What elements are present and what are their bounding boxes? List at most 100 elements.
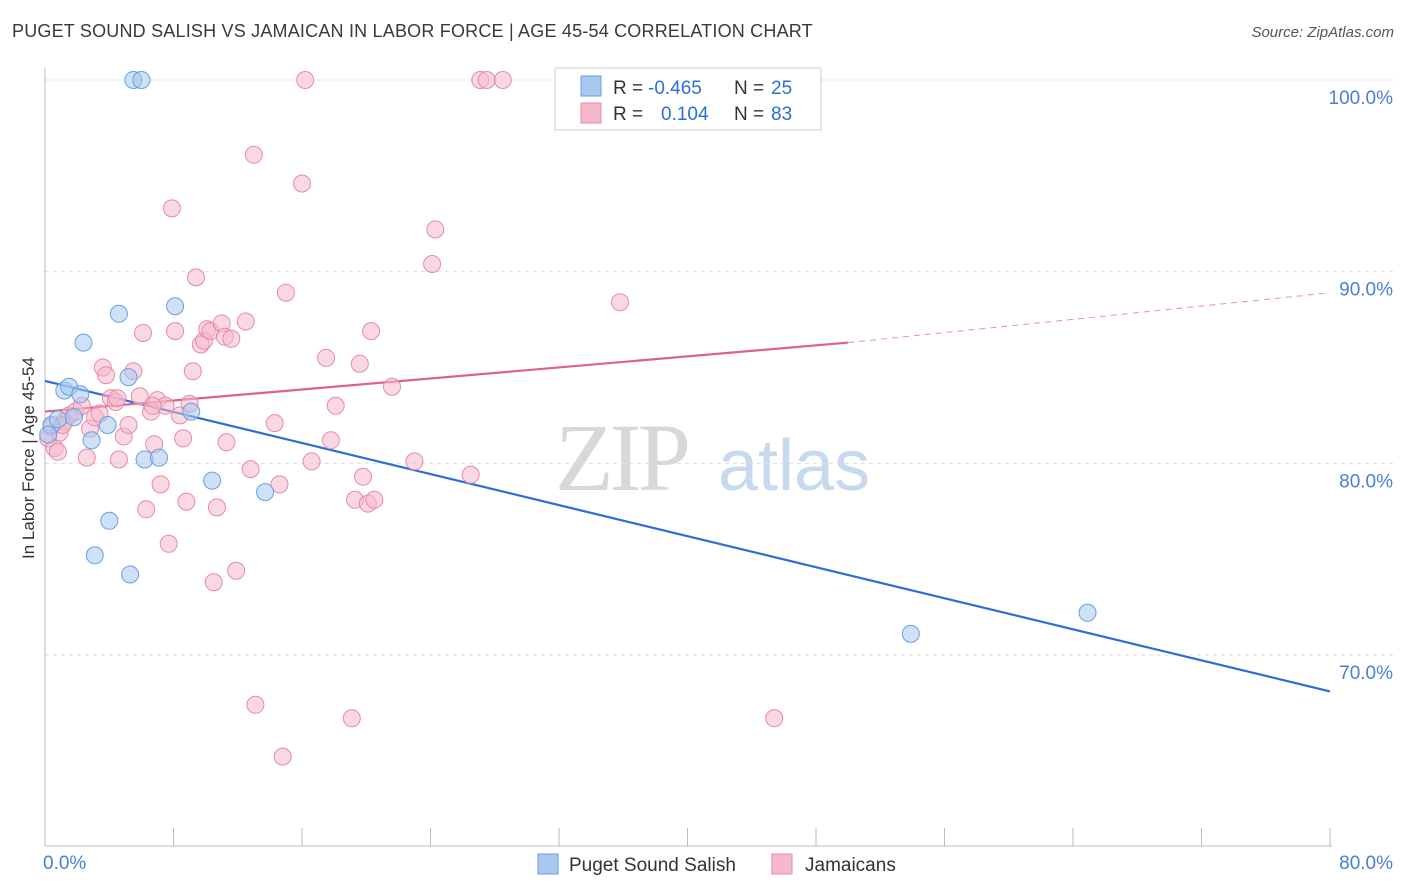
- legend-n-label-pink: N =: [734, 104, 764, 125]
- jamaicans-point: [765, 709, 784, 728]
- jamaicans-point: [493, 71, 512, 89]
- jamaicans-point: [383, 377, 401, 396]
- jamaicans-point: [97, 366, 115, 385]
- y-tick-label: 90.0%: [1339, 280, 1393, 301]
- jamaicans-point: [217, 433, 236, 452]
- legend-bottom-label-blue: Puget Sound Salish: [569, 855, 736, 876]
- jamaicans-point: [187, 268, 205, 287]
- jamaicans-point: [109, 450, 128, 469]
- jamaicans-point: [207, 498, 226, 517]
- legend-bottom-swatch-pink: [771, 853, 793, 875]
- trend-lines: [44, 292, 1331, 693]
- puget-sound-salish-point: [71, 385, 90, 404]
- puget-sound-salish-trend-line: [44, 379, 1331, 693]
- jamaicans-point: [183, 362, 202, 381]
- legend-n-value-pink: 83: [771, 104, 792, 125]
- correlation-legend: R = -0.465 N = 25 R = 0.104 N = 83: [554, 67, 822, 131]
- puget-sound-salish-point: [85, 546, 104, 565]
- jamaicans-point: [326, 396, 345, 415]
- jamaicans-point: [137, 500, 156, 519]
- jamaicans-point: [177, 492, 196, 511]
- jamaicans-point: [241, 460, 260, 479]
- legend-bottom-label-pink: Jamaicans: [805, 855, 896, 876]
- puget-sound-salish-point: [100, 511, 119, 530]
- jamaicans-point: [174, 429, 193, 448]
- jamaicans-point: [108, 389, 127, 408]
- puget-sound-salish-point: [256, 483, 275, 502]
- jamaicans-point: [166, 322, 185, 341]
- legend-r-label-blue: R =: [613, 78, 643, 99]
- jamaicans-point: [162, 199, 181, 218]
- legend-bottom-swatch-blue: [537, 853, 559, 875]
- puget-sound-salish-point: [182, 402, 201, 421]
- jamaicans-point: [426, 220, 445, 239]
- puget-sound-salish-point: [74, 333, 93, 352]
- axes: [44, 68, 1332, 847]
- jamaicans-point: [236, 312, 255, 331]
- jamaicans-point: [321, 431, 340, 450]
- puget-sound-salish-point: [82, 431, 101, 450]
- watermark-zip: ZIP: [555, 404, 688, 511]
- puget-sound-salish-point: [150, 448, 168, 467]
- jamaicans-point: [273, 747, 292, 766]
- jamaicans-point: [362, 322, 381, 341]
- puget-sound-salish-point: [166, 297, 185, 316]
- puget-sound-salish-point: [119, 368, 138, 387]
- jamaicans-point: [270, 475, 289, 494]
- puget-sound-salish-points: [39, 71, 1097, 643]
- jamaicans-point: [227, 561, 246, 580]
- legend-r-value-pink: 0.104: [661, 104, 709, 125]
- legend-r-label-pink: R =: [613, 104, 643, 125]
- legend-r-value-blue: -0.465: [648, 78, 702, 99]
- puget-sound-salish-point: [48, 410, 67, 429]
- puget-sound-salish-point: [64, 408, 83, 427]
- jamaicans-point: [222, 329, 241, 348]
- jamaicans-point: [293, 174, 311, 193]
- jamaicans-point: [365, 490, 384, 509]
- jamaicans-point: [350, 354, 369, 373]
- jamaicans-point: [119, 416, 138, 434]
- jamaicans-point: [423, 255, 442, 273]
- jamaicans-point: [246, 695, 265, 714]
- jamaicans-point: [302, 452, 321, 471]
- y-tick-label: 80.0%: [1339, 471, 1393, 492]
- legend-swatch-blue: [580, 75, 602, 97]
- jamaicans-trend-line: [44, 341, 849, 413]
- source-label: Source: ZipAtlas.com: [1251, 24, 1394, 41]
- jamaicans-point: [130, 387, 149, 406]
- jamaicans-point: [48, 442, 67, 461]
- watermark-atlas: atlas: [718, 426, 870, 506]
- legend-n-value-blue: 25: [771, 78, 792, 99]
- x-tick-label: 80.0%: [1339, 853, 1393, 874]
- jamaicans-point: [134, 324, 152, 342]
- jamaicans-point: [77, 448, 96, 467]
- y-tick-label: 100.0%: [1329, 88, 1394, 109]
- jamaicans-point: [477, 71, 496, 89]
- jamaicans-point: [342, 709, 361, 728]
- gridlines: [45, 79, 1395, 656]
- jamaicans-trend-extension: [848, 292, 1331, 344]
- jamaicans-point: [143, 396, 162, 415]
- puget-sound-salish-point: [1078, 603, 1097, 622]
- jamaicans-point: [611, 293, 629, 312]
- x-tick-label: 0.0%: [43, 853, 86, 874]
- y-tick-label: 70.0%: [1339, 663, 1393, 684]
- jamaicans-point: [317, 348, 336, 367]
- jamaicans-point: [151, 475, 170, 494]
- chart-title: PUGET SOUND SALISH VS JAMAICAN IN LABOR …: [12, 21, 813, 41]
- series-legend: Puget Sound Salish Jamaicans: [537, 853, 896, 876]
- puget-sound-salish-point: [901, 624, 920, 643]
- tick-labels: 70.0% 80.0% 90.0% 100.0% 0.0% 80.0%: [43, 88, 1393, 874]
- puget-sound-salish-point: [203, 471, 222, 490]
- y-axis-title: In Labor Force | Age 45-54: [19, 357, 38, 559]
- puget-sound-salish-point: [39, 425, 58, 444]
- jamaicans-point: [159, 534, 178, 553]
- jamaicans-point: [405, 452, 424, 471]
- jamaicans-point: [276, 283, 295, 302]
- puget-sound-salish-point: [132, 71, 151, 89]
- jamaicans-point: [296, 71, 315, 89]
- puget-sound-salish-point: [109, 304, 128, 323]
- jamaicans-point: [265, 414, 284, 433]
- jamaicans-point: [204, 573, 223, 592]
